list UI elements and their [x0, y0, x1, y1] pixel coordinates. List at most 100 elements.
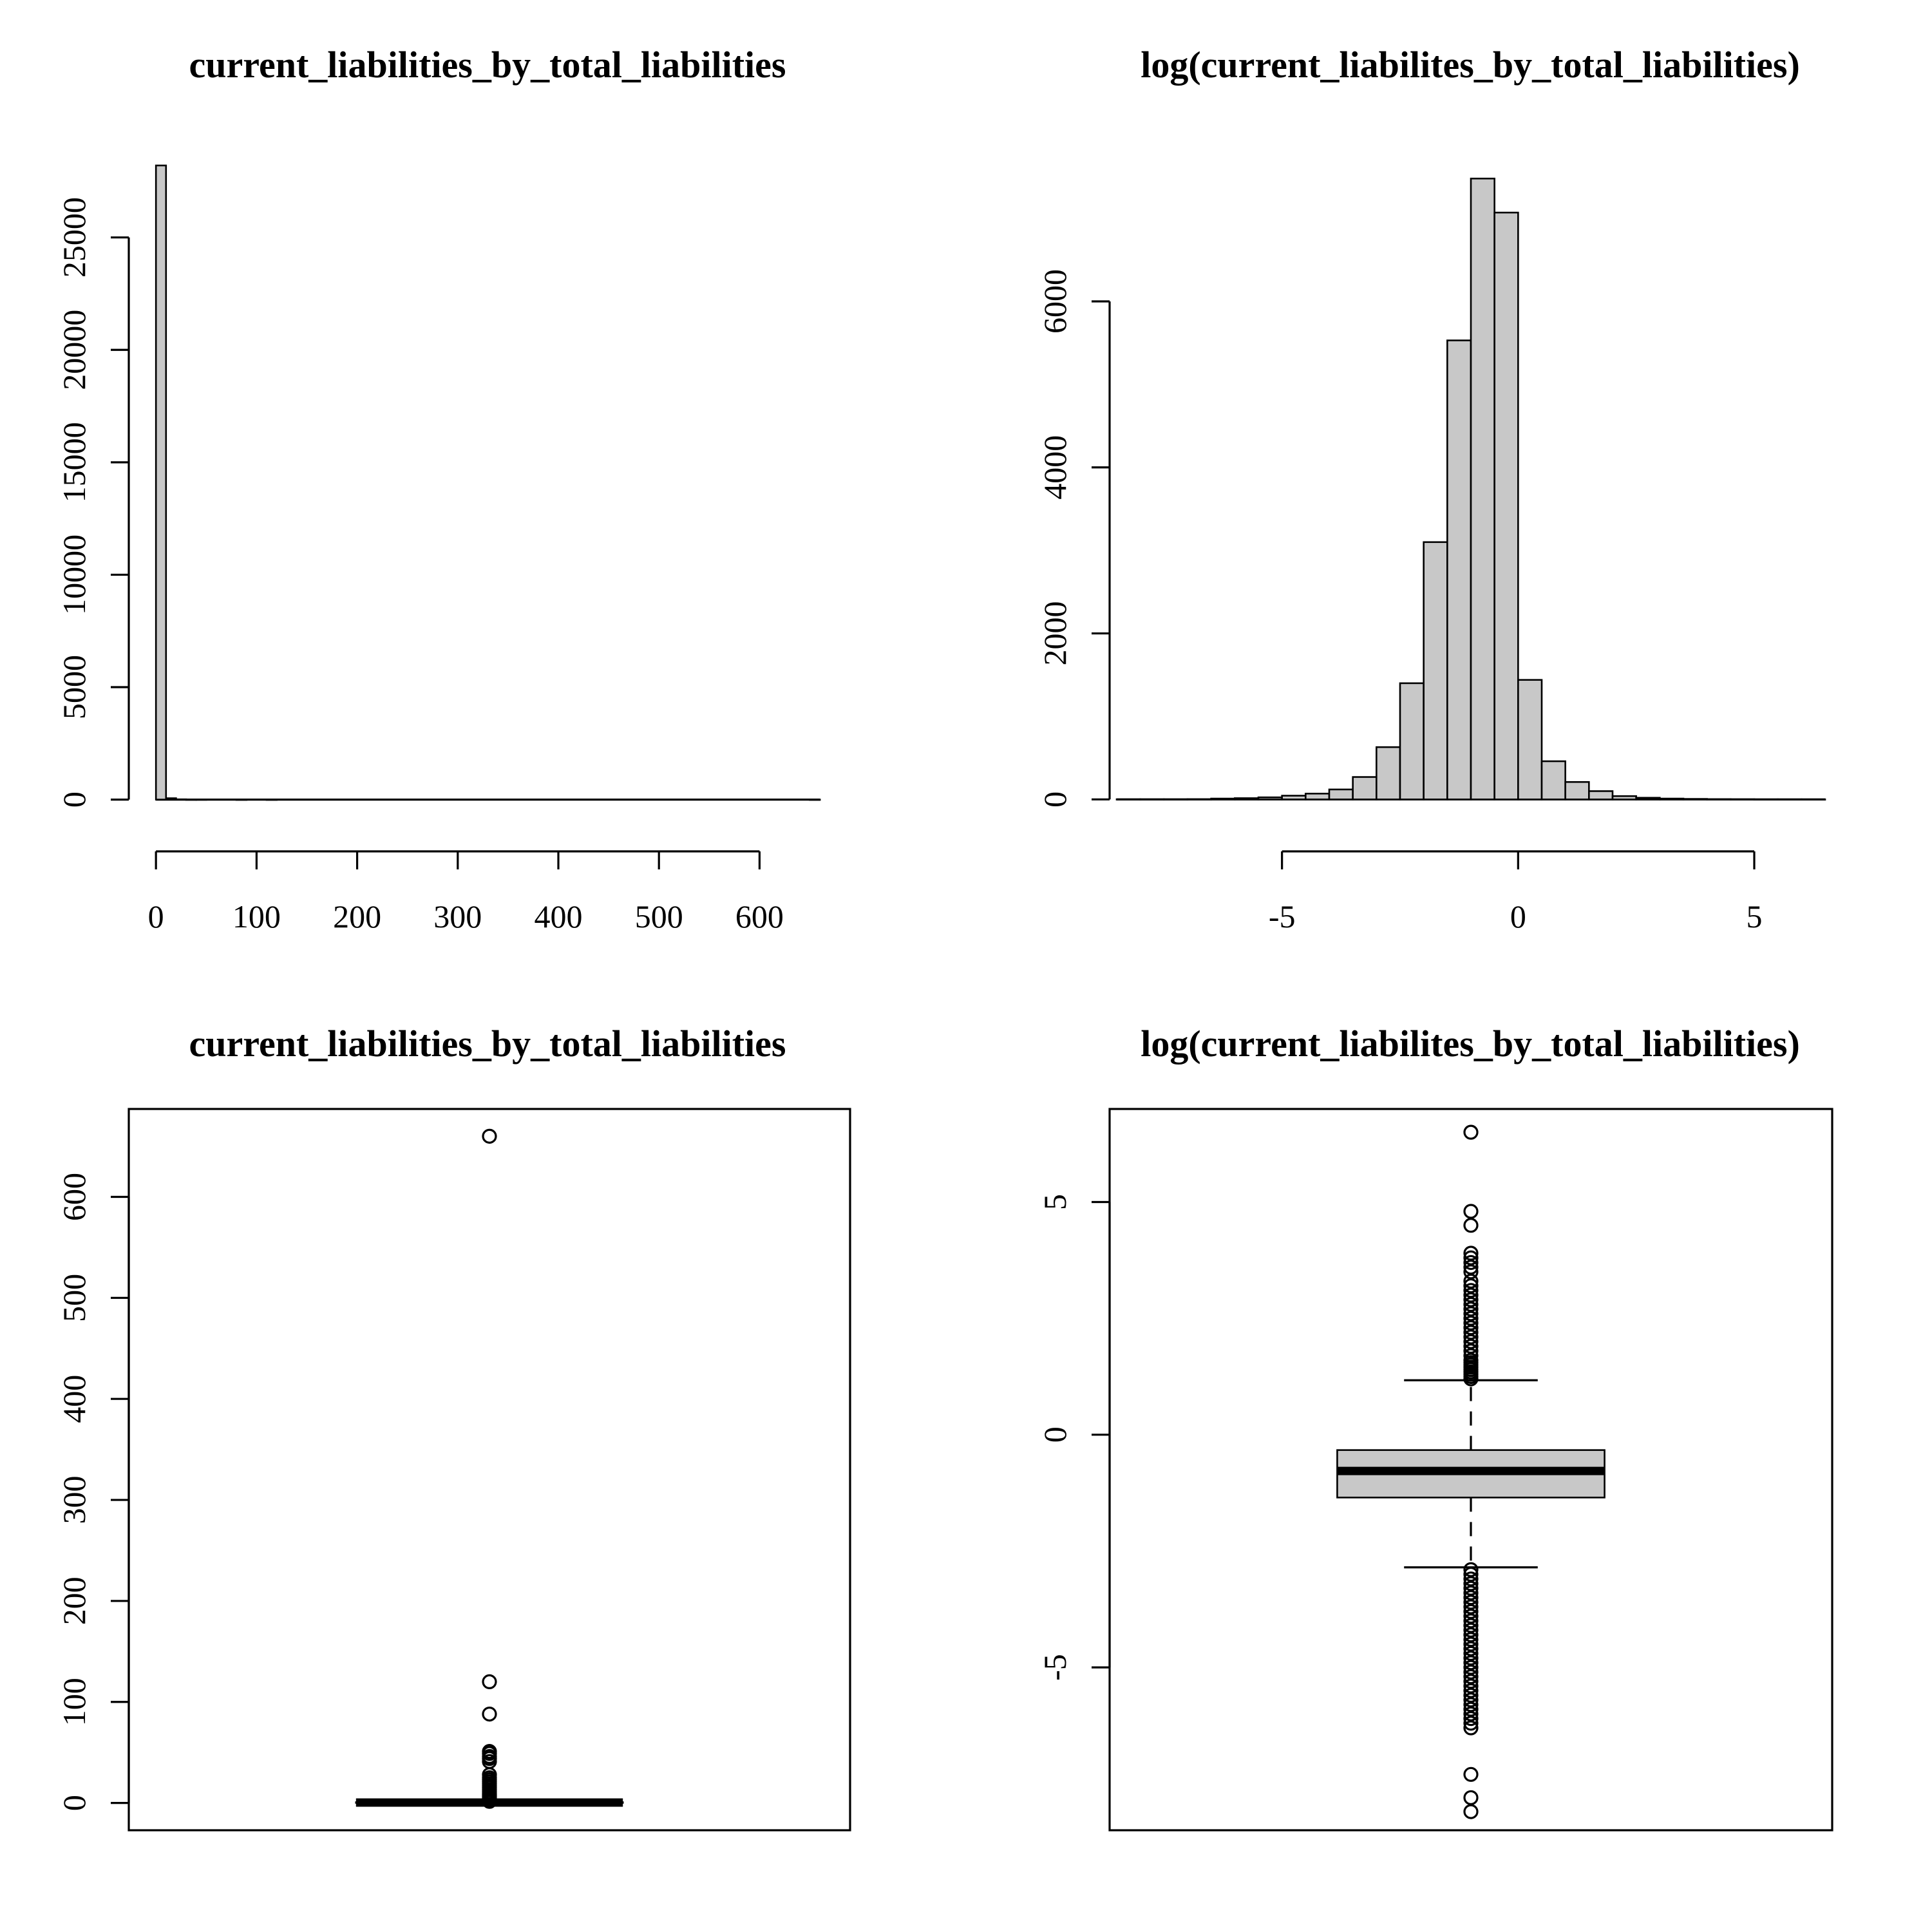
- outlier-point: [1463, 1329, 1479, 1345]
- outlier-point: [1463, 1283, 1479, 1298]
- histogram-bar: [1234, 797, 1260, 800]
- outlier-point: [1463, 1609, 1479, 1624]
- y-tick-label: 2000: [1037, 601, 1073, 666]
- outlier-point: [1463, 1710, 1479, 1727]
- y-tick-label: 5: [1037, 1194, 1073, 1210]
- outlier-point: [1463, 1325, 1479, 1340]
- outlier-point: [1463, 1645, 1479, 1662]
- chart-title: log(current_liabilites_by_total_liabilit…: [1141, 44, 1800, 86]
- y-tick-label: -5: [1037, 1654, 1073, 1681]
- outlier-point: [1463, 1311, 1479, 1326]
- histogram-bar: [1281, 795, 1307, 800]
- histogram-bar: [1352, 776, 1378, 800]
- outlier-point: [1463, 1218, 1479, 1233]
- y-tick-label: 0: [56, 791, 92, 808]
- outlier-point: [1463, 1315, 1479, 1331]
- histogram-bar: [185, 799, 197, 801]
- outlier-point: [1463, 1343, 1479, 1359]
- histogram-bar: [1588, 790, 1614, 800]
- outlier-point: [1463, 1632, 1479, 1647]
- outlier-point: [1463, 1371, 1479, 1387]
- x-tick-label: 100: [232, 898, 281, 934]
- histogram-bar: [1753, 798, 1779, 801]
- x-tick-label: 5: [1747, 898, 1763, 934]
- outlier-point: [1463, 1599, 1479, 1615]
- outlier-point: [1463, 1692, 1479, 1708]
- outlier-point: [1463, 1641, 1479, 1656]
- outlier-point: [1463, 1804, 1479, 1819]
- histogram-bar: [1564, 781, 1590, 800]
- outlier-point: [1463, 1701, 1479, 1717]
- histogram-panel-log: log(current_liabilites_by_total_liabilit…: [1037, 44, 1826, 934]
- histogram-bar: [1682, 798, 1708, 800]
- histogram-bar: [155, 164, 167, 800]
- x-tick-label: 600: [735, 898, 784, 934]
- histogram-bar: [1517, 679, 1543, 800]
- outlier-point: [1463, 1296, 1479, 1312]
- x-tick-label: 200: [333, 898, 381, 934]
- plot-frame: [128, 1108, 851, 1832]
- histogram-bar: [1493, 211, 1519, 800]
- outlier-point: [1463, 1302, 1479, 1317]
- outlier-point: [482, 1707, 497, 1722]
- outlier-point: [1463, 1651, 1479, 1666]
- histogram-bar: [175, 798, 187, 800]
- outlier-point: [1463, 1766, 1479, 1782]
- histogram-bar: [1399, 682, 1425, 800]
- outlier-point: [1463, 1716, 1479, 1731]
- y-tick-label: 0: [1037, 791, 1073, 808]
- outlier-point: [1463, 1566, 1479, 1582]
- outlier-point: [1463, 1338, 1479, 1354]
- x-tick-label: 0: [1510, 898, 1526, 934]
- y-tick-label: 500: [56, 1274, 92, 1322]
- outlier-point: [1463, 1674, 1479, 1689]
- histogram-bar: [1470, 177, 1495, 800]
- outlier-point: [1463, 1678, 1479, 1694]
- outlier-point: [1463, 1580, 1479, 1596]
- y-tick-label: 5000: [56, 655, 92, 719]
- histogram-bar: [1376, 746, 1401, 800]
- x-tick-label: 500: [635, 898, 683, 934]
- outlier-point: [1463, 1622, 1479, 1638]
- outlier-point: [1463, 1585, 1479, 1601]
- outlier-point: [1463, 1255, 1479, 1271]
- histogram-bar: [1163, 798, 1189, 800]
- outlier-point: [1463, 1124, 1479, 1140]
- outlier-point: [1463, 1790, 1479, 1806]
- outlier-point: [1463, 1683, 1479, 1698]
- chart-title: current_liabilities_by_total_liabilities: [189, 44, 786, 86]
- outlier-point: [1463, 1697, 1479, 1712]
- boxplot-panel-raw: current_liabilities_by_total_liabilities…: [56, 1023, 851, 1832]
- outlier-point: [1463, 1278, 1479, 1294]
- histogram-bar: [1328, 788, 1354, 800]
- outlier-point: [1463, 1576, 1479, 1591]
- outlier-point: [1463, 1348, 1479, 1363]
- y-tick-label: 10000: [56, 535, 92, 615]
- outlier-point: [1463, 1660, 1479, 1675]
- outlier-point: [1463, 1664, 1479, 1680]
- histogram-bar: [1305, 793, 1331, 800]
- chart-title: log(current_liabilites_by_total_liabilit…: [1141, 1023, 1800, 1065]
- histogram-bar: [195, 799, 207, 801]
- outlier-point: [482, 1674, 497, 1690]
- outlier-point: [482, 1128, 497, 1144]
- x-tick-label: 400: [535, 898, 583, 934]
- chart-title: current_liabilities_by_total_liabilities: [189, 1023, 786, 1065]
- histogram-bar: [1611, 795, 1637, 800]
- histogram-bar: [1635, 797, 1661, 800]
- histogram-bar: [1257, 796, 1283, 800]
- outlier-point: [1463, 1613, 1479, 1629]
- histogram-bar: [1423, 541, 1448, 800]
- outlier-point: [1463, 1306, 1479, 1321]
- outlier-point: [1463, 1260, 1479, 1275]
- y-tick-label: 0: [56, 1795, 92, 1811]
- y-tick-label: 25000: [56, 197, 92, 278]
- outlier-point: [1463, 1618, 1479, 1633]
- outlier-point: [1463, 1706, 1479, 1721]
- histogram-bar: [1540, 760, 1566, 800]
- outlier-point: [1463, 1562, 1479, 1577]
- outlier-point: [1463, 1245, 1479, 1261]
- histogram-bar: [1186, 798, 1212, 800]
- outlier-point: [1463, 1571, 1479, 1587]
